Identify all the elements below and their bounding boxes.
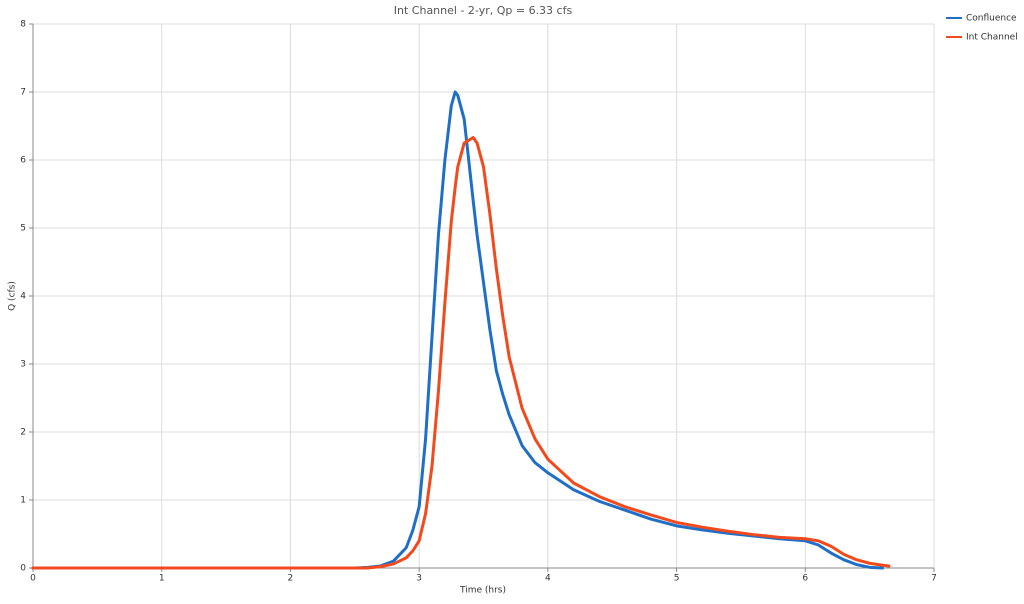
chart-title: Int Channel - 2-yr, Qp = 6.33 cfs [394, 4, 573, 17]
y-tick-label: 7 [20, 88, 26, 98]
y-tick-label: 3 [20, 360, 26, 370]
x-tick-label: 6 [802, 574, 808, 584]
series-line [31, 136, 891, 570]
y-tick-label: 1 [20, 496, 26, 506]
y-tick-label: 4 [20, 292, 26, 302]
legend-label: Int Channel [966, 33, 1018, 43]
y-tick-label: 8 [20, 20, 26, 30]
x-tick-label: 3 [416, 574, 422, 584]
x-tick-label: 5 [674, 574, 680, 584]
x-tick-label: 4 [545, 574, 551, 584]
y-tick-label: 0 [20, 564, 26, 574]
y-axis-label: Q (cfs) [8, 281, 18, 311]
x-tick-label: 1 [159, 574, 165, 584]
y-tick-label: 6 [20, 156, 26, 166]
x-tick-label: 7 [931, 574, 937, 584]
y-tick-label: 5 [20, 224, 26, 234]
x-axis-label: Time (hrs) [459, 586, 506, 596]
legend-label: Confluence [966, 14, 1017, 24]
y-tick-label: 2 [20, 428, 26, 438]
x-tick-label: 2 [288, 574, 294, 584]
x-tick-label: 0 [30, 574, 36, 584]
